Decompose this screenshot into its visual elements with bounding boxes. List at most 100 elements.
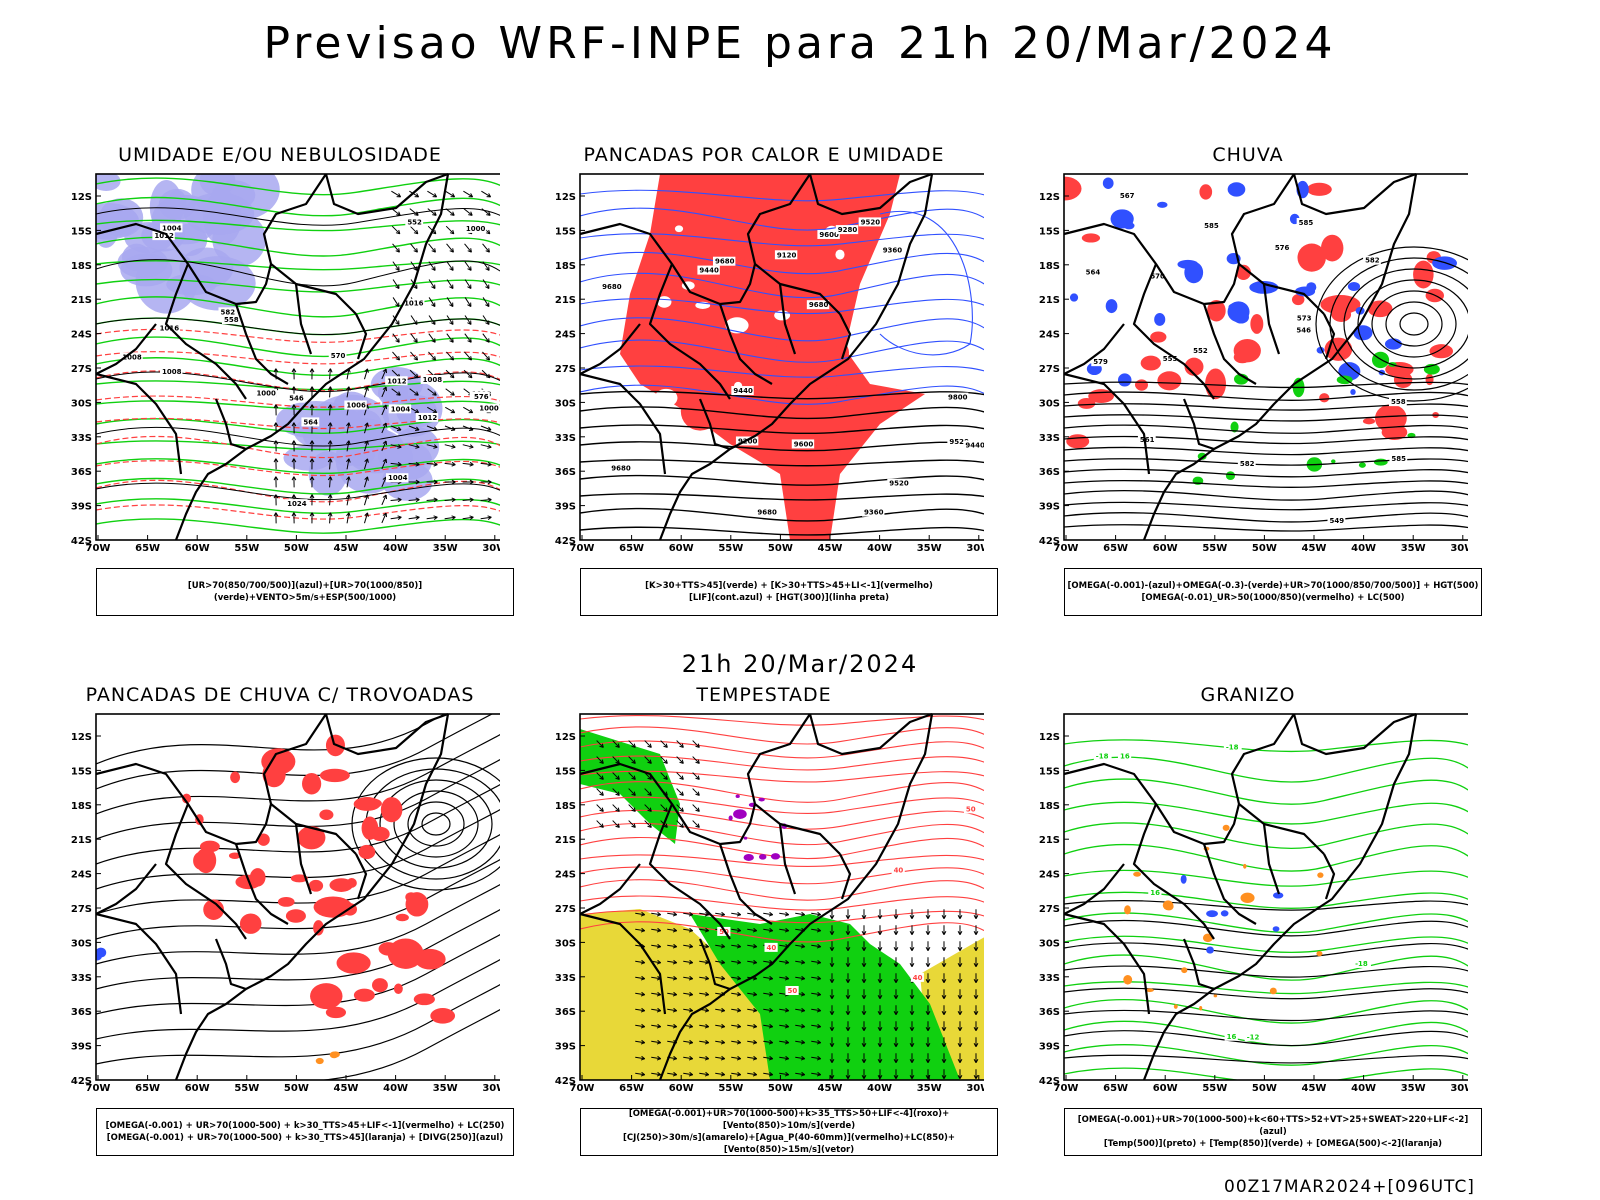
wind-vector [463,208,473,216]
wind-vector [752,1055,758,1061]
temp850-contour [1064,756,1468,783]
contour-label-bg [1244,1032,1263,1042]
contour-label: -18 [1096,753,1109,761]
thickness-contour [96,351,500,365]
wind-vector [363,368,369,380]
wind-vector [688,959,694,965]
wind-vector [644,804,652,812]
contour-label-bg [472,391,490,401]
border-line [1142,173,1418,541]
wind-vector [829,995,835,1000]
map-frame [95,173,500,541]
wind-vector [909,1043,915,1048]
wind-vector [446,297,454,307]
rain-red-area [1362,418,1376,425]
border-line [698,938,731,991]
wind-vector [487,461,492,467]
lat-label: 12S [71,192,92,203]
hgt500-contour [1064,524,1468,532]
storm-red-area [319,809,334,821]
lon-label: 35W [1401,1083,1426,1094]
contour-label: 552 [407,219,422,227]
wind-vector [433,461,438,467]
wind-vector [752,1039,758,1045]
wind-vector [699,928,709,932]
lon-label: 45W [1302,543,1327,554]
wind-vector [382,422,388,428]
contour-label-bg [1296,218,1315,228]
wind-vector [426,444,438,448]
wind-vector [667,960,677,964]
thickness-contour [96,395,500,408]
storm-red-area [405,892,429,917]
wind-vector [433,497,438,503]
humidity-850-area [117,246,168,278]
thickness-contour [96,328,500,343]
wind-vector [877,915,883,920]
wind-vector [784,1039,790,1045]
wind-vector [768,927,774,933]
wind-vector [676,820,684,828]
wind-vector [651,912,661,916]
wind-vector [397,515,402,521]
rain-blue-area [1102,177,1114,189]
wind-vector [390,499,402,501]
border-line [1202,843,1257,925]
anticyclone-oval [407,801,465,847]
border-line [1262,823,1281,895]
precip-water-contour [580,781,984,803]
wind-vector [672,911,678,917]
wind-vector [482,297,490,307]
wind-vector [469,444,474,449]
wind-vector [679,823,684,828]
wind-vector [291,404,297,409]
contour-label-bg [774,250,798,260]
wind-vector [451,461,456,467]
wind-vector [695,759,700,764]
wind-vector [482,315,490,325]
temp850-contour [1064,1044,1468,1066]
wind-vector [433,515,438,521]
contour-label: 9600 [794,440,814,448]
panel-chuva: CHUVA 585 585 585 582 582 579 576 573 570 567 564 5… [1028,144,1482,634]
wind-vector [973,947,979,952]
lon-label: 55W [1202,1083,1227,1094]
wind-vector [663,775,668,780]
wind-vector [327,476,333,481]
wind-vector [800,1007,806,1013]
precip-water-contour [580,921,984,943]
wind-vector [644,740,652,748]
map-frame [95,713,500,1081]
wind-vector [464,279,472,289]
lon-label: 65W [1103,1083,1128,1094]
wind-vector [395,338,400,343]
panel-legend: [OMEGA(-0.001)+UR>70(1000-500)+k<60+TTS>… [1064,1108,1482,1156]
storm-red-area [380,797,403,823]
border-line [1323,853,1336,900]
omega-orange-area [1123,974,1133,985]
rain-blue-area [1117,373,1132,387]
wind-vector [845,979,851,984]
wind-vector [861,915,867,920]
wind-vector [731,928,741,932]
lat-label: 39S [555,1042,576,1053]
lat-label: 30S [555,938,576,949]
lat-label: 12S [555,732,576,743]
lon-label: 70W [86,1083,111,1094]
country-borders [95,172,450,541]
lat-label: 27S [555,364,576,375]
wind-vector [720,1039,726,1045]
contour-label: 1004 [388,474,408,482]
border-line [1238,803,1325,855]
contour-label: 552 [1193,347,1208,355]
wind-vector [957,1059,963,1064]
wind-vector [699,1072,709,1076]
contour-label: 567 [1120,192,1135,200]
contour-label-bg [415,412,439,422]
lon-label: 70W [1054,1083,1079,1094]
wind-vector [925,1043,931,1048]
wind-vector [779,1024,789,1028]
wind-vector [651,1024,661,1028]
contour-label: 558 [224,316,239,324]
contour-label-bg [858,217,882,227]
